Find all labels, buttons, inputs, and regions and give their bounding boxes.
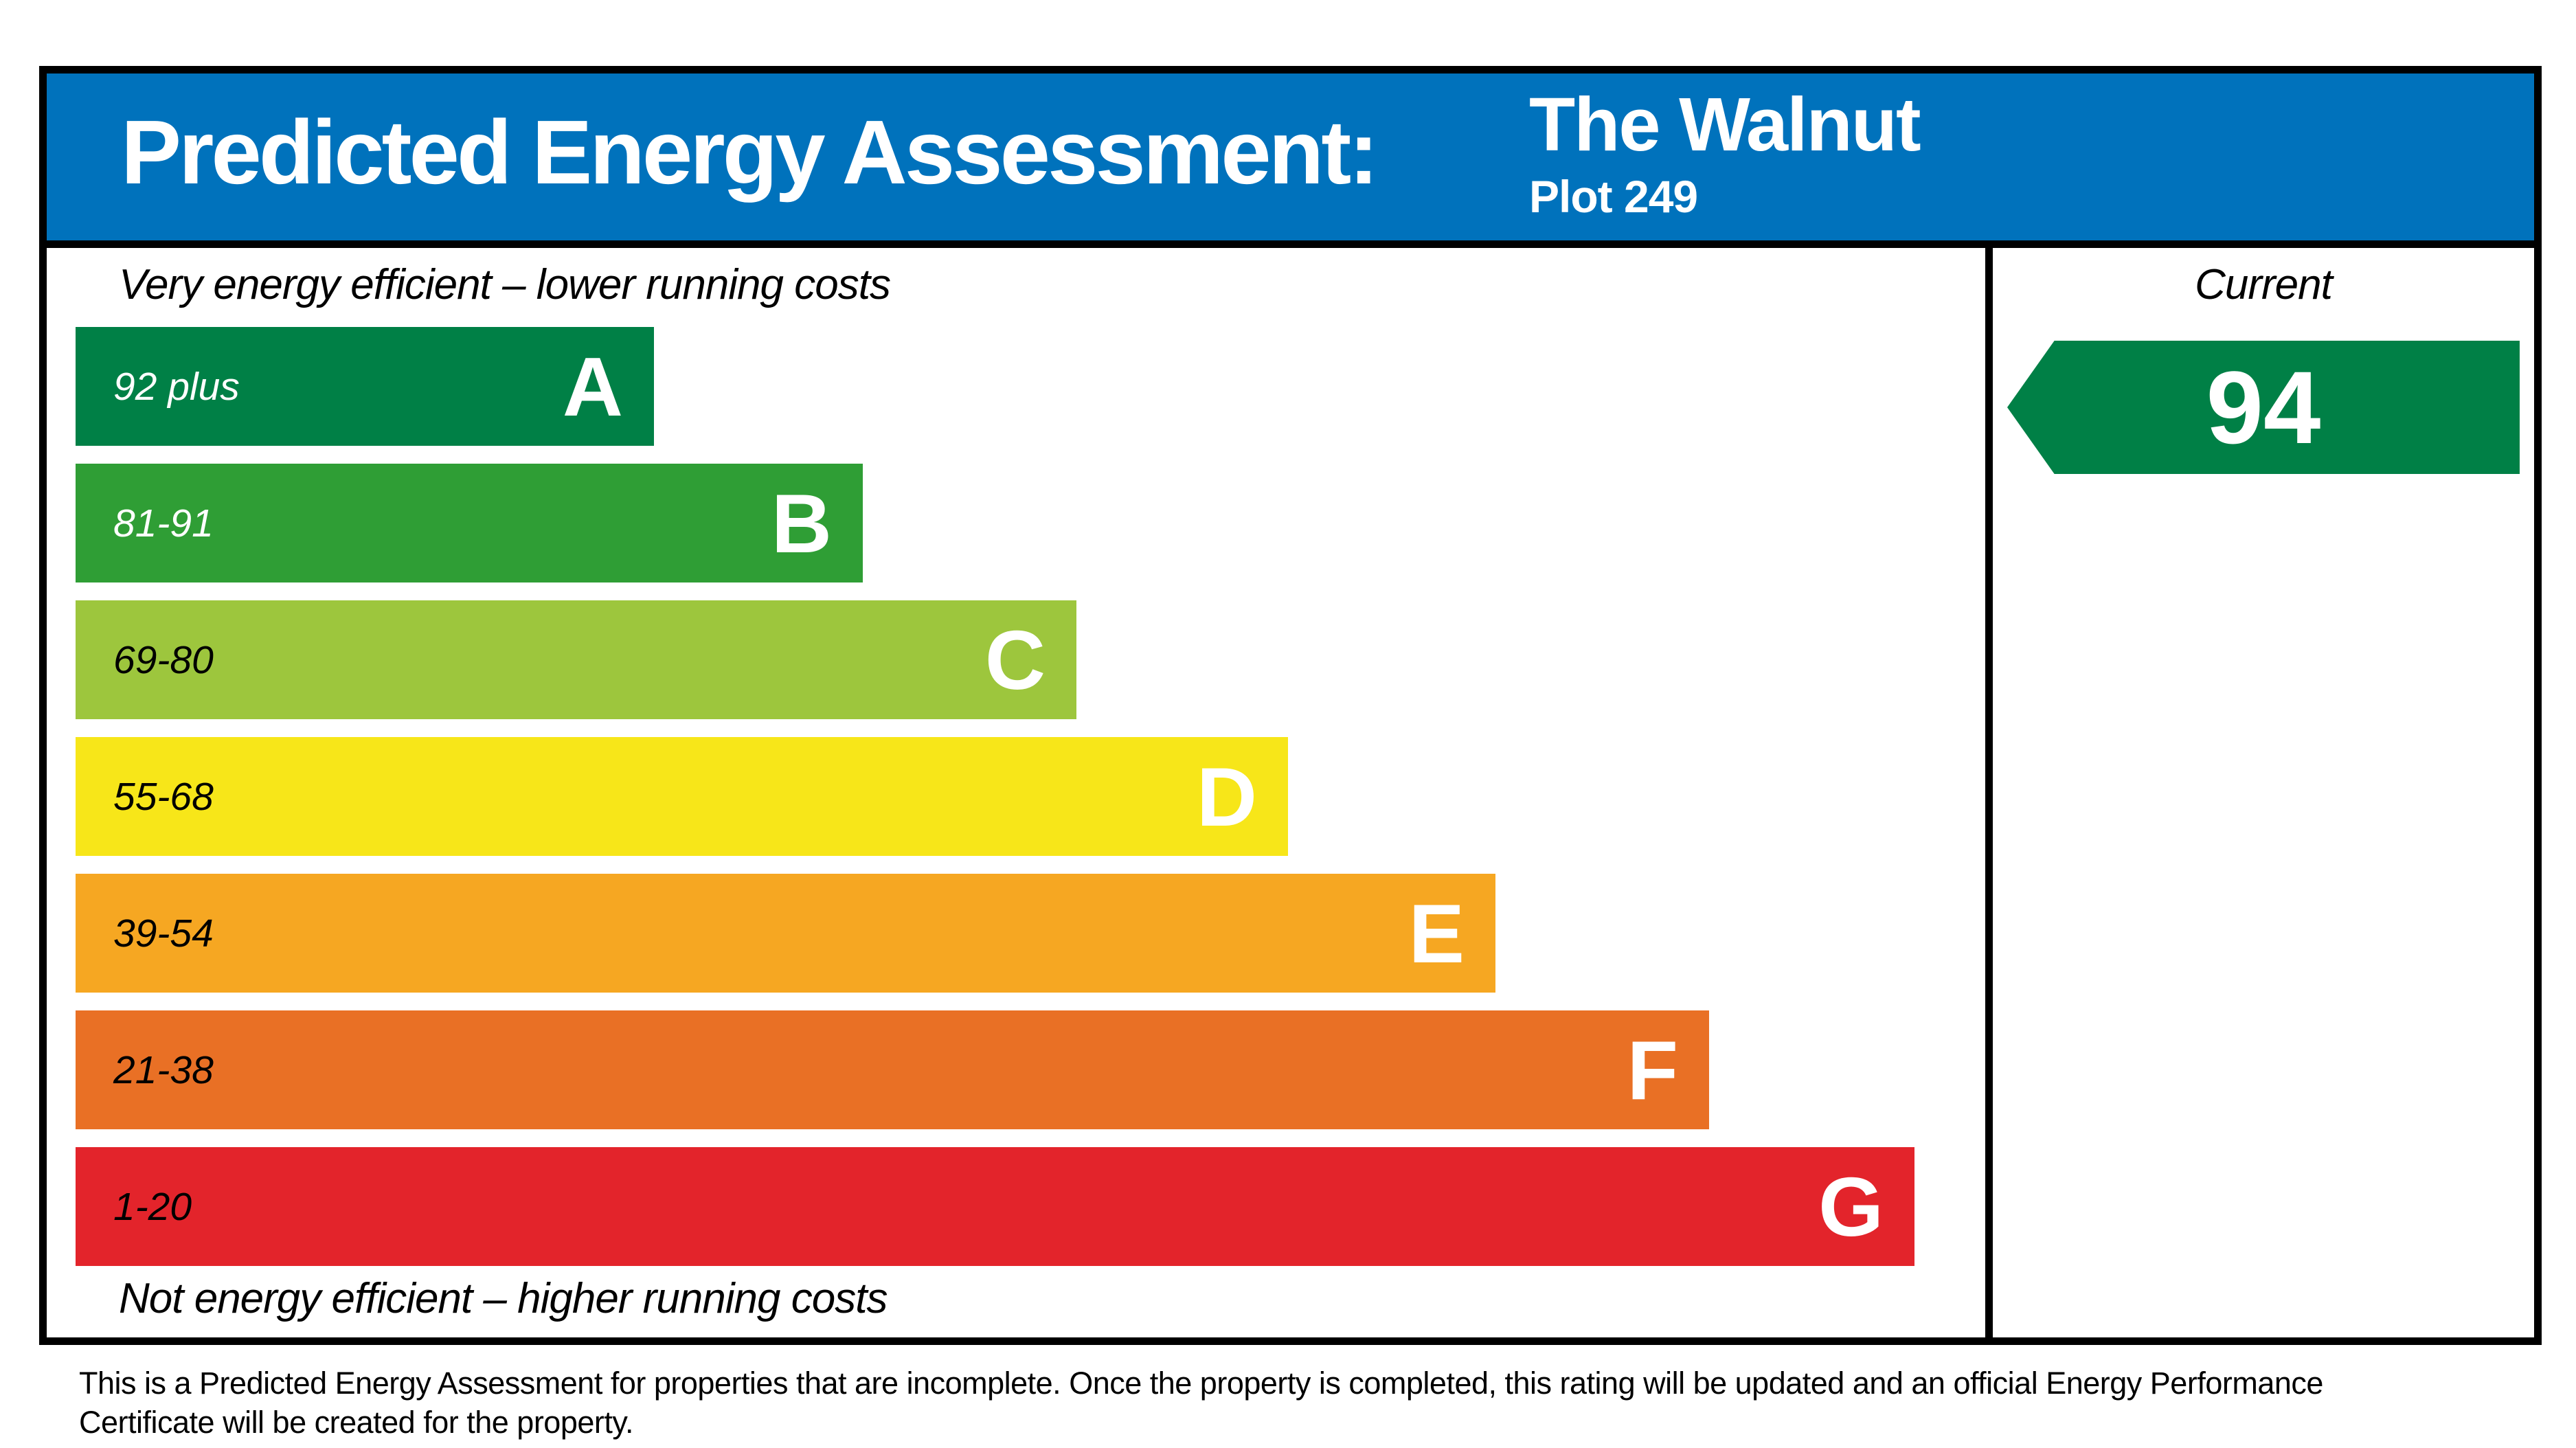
page-title: Predicted Energy Assessment: — [121, 101, 1379, 203]
band-letter: E — [1408, 886, 1465, 980]
current-rating-value: 94 — [2206, 350, 2321, 465]
band-letter: D — [1196, 749, 1257, 844]
epc-band-g: 1-20 G — [76, 1147, 1914, 1266]
band-range-label: 39-54 — [113, 911, 214, 955]
epc-band-d: 55-68 D — [76, 737, 1288, 856]
bottom-efficiency-label: Not energy efficient – higher running co… — [119, 1275, 888, 1322]
property-plot-number: Plot 249 — [1529, 170, 1698, 222]
current-column-header: Current — [2195, 261, 2333, 308]
current-rating-arrow: 94 — [2007, 341, 2520, 474]
epc-certificate-frame: Predicted Energy Assessment: The Walnut … — [39, 66, 2542, 1345]
footer-disclaimer-line2: Certificate will be created for the prop… — [79, 1405, 634, 1440]
property-info: The Walnut Plot 249 — [1529, 82, 1921, 222]
band-range-label: 55-68 — [113, 774, 214, 819]
epc-band-e: 39-54 E — [76, 874, 1495, 993]
epc-band-a: 92 plus A — [76, 327, 654, 446]
footer-disclaimer: This is a Predicted Energy Assessment fo… — [79, 1364, 2323, 1442]
band-range-label: 92 plus — [113, 364, 240, 409]
header-banner: Predicted Energy Assessment: The Walnut … — [47, 73, 2534, 248]
epc-bands: 92 plus A 81-91 B 69-80 C 55-68 D 39-54 E 21-38 F 1-… — [76, 327, 1914, 1284]
band-range-label: 1-20 — [113, 1184, 192, 1229]
band-range-label: 21-38 — [113, 1048, 214, 1092]
band-letter: F — [1627, 1023, 1678, 1117]
epc-rating-chart: Very energy efficient – lower running co… — [47, 248, 1985, 1337]
band-letter: C — [984, 613, 1046, 707]
top-efficiency-label: Very energy efficient – lower running co… — [119, 261, 891, 308]
band-letter: A — [562, 339, 623, 433]
epc-band-b: 81-91 B — [76, 464, 863, 582]
chart-body: Very energy efficient – lower running co… — [47, 248, 2534, 1337]
band-letter: B — [771, 476, 832, 570]
footer-disclaimer-line1: This is a Predicted Energy Assessment fo… — [79, 1366, 2323, 1401]
band-range-label: 81-91 — [113, 501, 214, 545]
epc-band-c: 69-80 C — [76, 600, 1076, 719]
current-rating-column: Current 94 — [1985, 248, 2534, 1337]
epc-band-f: 21-38 F — [76, 1010, 1709, 1129]
band-letter: G — [1818, 1159, 1884, 1254]
band-range-label: 69-80 — [113, 637, 214, 682]
property-name: The Walnut — [1529, 82, 1921, 167]
